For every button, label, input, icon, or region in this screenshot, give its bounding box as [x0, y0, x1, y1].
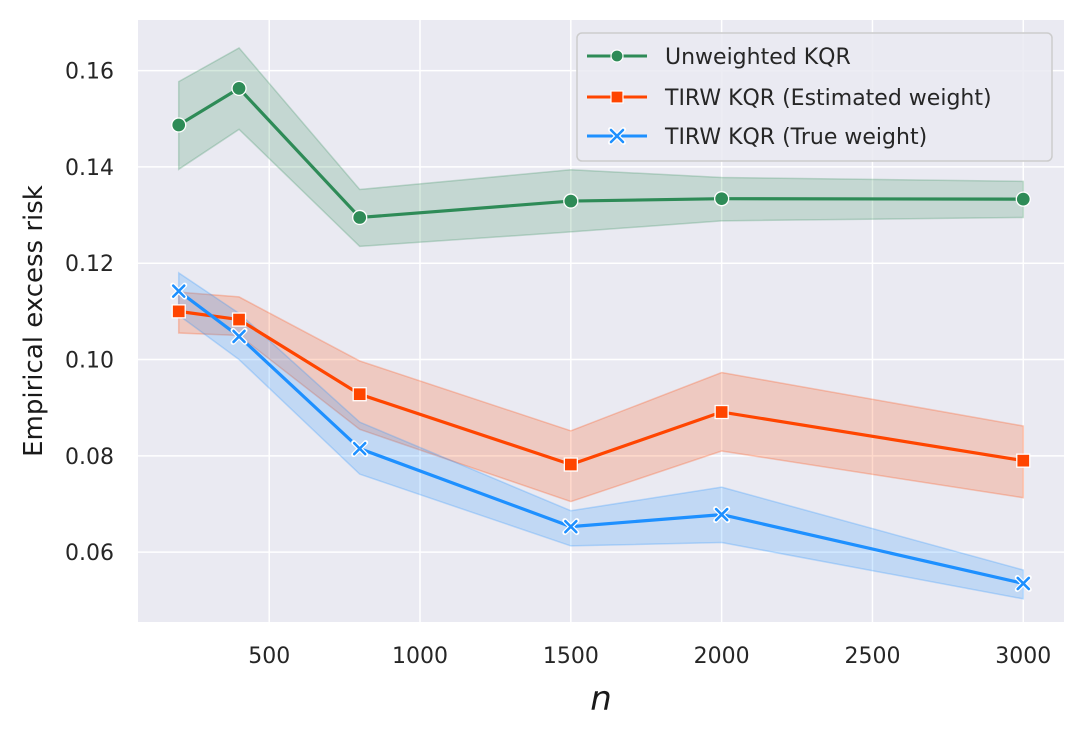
- point-tirw-kqr-true-weight: [1014, 574, 1032, 592]
- point-unweighted-kqr: [352, 209, 368, 226]
- y-axis-label: Empirical excess risk: [19, 185, 49, 457]
- x-axis-label: n: [590, 679, 612, 719]
- grid-lines: [138, 20, 1064, 622]
- point-tirw-kqr-true-weight: [351, 440, 369, 458]
- point-tirw-kqr-estimated-weight: [352, 387, 367, 402]
- legend-label-unweighted: Unweighted KQR: [665, 45, 851, 70]
- legend-entry-unweighted: Unweighted KQR: [587, 45, 851, 70]
- legend-label-true: TIRW KQR (True weight): [664, 125, 927, 150]
- y-tick-label: 0.08: [65, 445, 114, 470]
- legend-marker-x-icon: [608, 127, 626, 145]
- x-axis-ticks: 500 1000 1500 2000 2500 3000: [248, 644, 1051, 669]
- point-tirw-kqr-estimated-weight: [171, 304, 186, 319]
- point-tirw-kqr-estimated-weight: [231, 312, 247, 327]
- line-unweighted-kqr: [177, 86, 1024, 220]
- series-lines: [177, 86, 1024, 586]
- point-tirw-kqr-true-weight: [230, 327, 248, 345]
- band-unweighted-kqr: [177, 46, 1025, 248]
- y-tick-label: 0.16: [65, 60, 114, 85]
- point-tirw-kqr-true-weight: [562, 518, 580, 536]
- point-tirw-kqr-true-weight: [713, 506, 731, 524]
- legend-marker-square-icon: [610, 90, 624, 104]
- y-tick-label: 0.06: [65, 541, 114, 566]
- point-tirw-kqr-estimated-weight: [714, 404, 729, 420]
- point-unweighted-kqr: [231, 80, 247, 97]
- point-unweighted-kqr: [171, 117, 187, 133]
- y-axis-ticks: 0.06 0.08 0.10 0.12 0.14 0.16: [65, 60, 114, 567]
- legend-frame: [576, 32, 1053, 162]
- point-tirw-kqr-true-weight: [170, 282, 188, 300]
- point-unweighted-kqr: [563, 193, 579, 209]
- band-tirw-kqr-true-weight: [177, 271, 1025, 600]
- x-tick-label: 2000: [694, 644, 750, 669]
- legend-entry-true: TIRW KQR (True weight): [587, 125, 927, 150]
- y-tick-label: 0.14: [65, 156, 114, 181]
- x-tick-label: 1500: [543, 644, 599, 669]
- x-tick-label: 3000: [995, 644, 1051, 669]
- x-tick-label: 1000: [392, 644, 448, 669]
- line-tirw-kqr-true-weight: [177, 289, 1024, 586]
- point-tirw-kqr-estimated-weight: [1016, 453, 1031, 468]
- x-tick-label: 500: [248, 644, 290, 669]
- point-unweighted-kqr: [1015, 191, 1031, 207]
- point-unweighted-kqr: [714, 191, 730, 207]
- legend: Unweighted KQR TIRW KQR (Estimated weigh…: [576, 32, 1053, 162]
- series-markers: [170, 80, 1032, 592]
- point-tirw-kqr-estimated-weight: [563, 457, 578, 472]
- line-tirw-kqr-estimated-weight: [178, 309, 1024, 467]
- y-tick-label: 0.10: [65, 349, 114, 374]
- y-tick-label: 0.12: [65, 252, 114, 277]
- legend-marker-circle-icon: [610, 49, 624, 63]
- x-tick-label: 2500: [844, 644, 900, 669]
- legend-entry-estimated: TIRW KQR (Estimated weight): [587, 86, 992, 111]
- legend-label-estimated: TIRW KQR (Estimated weight): [664, 86, 992, 111]
